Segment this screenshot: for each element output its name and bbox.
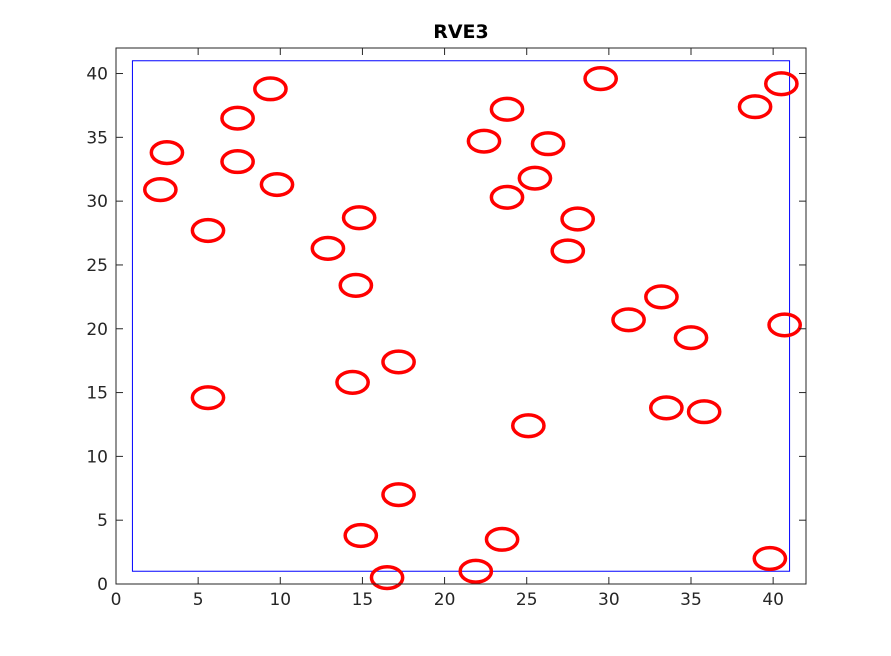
inclusion-marker xyxy=(149,140,185,166)
inclusion-marker xyxy=(220,148,255,175)
inclusion-marker xyxy=(341,205,377,231)
y-tick-label: 35 xyxy=(86,128,108,148)
inclusion-marker xyxy=(644,284,679,310)
inclusion-marker xyxy=(381,482,416,508)
inclusion-marker xyxy=(484,526,520,552)
inclusion-marker xyxy=(737,94,773,120)
y-tick-label: 5 xyxy=(97,511,108,531)
inclusion-marker xyxy=(550,238,586,264)
inclusion-marker xyxy=(190,217,226,244)
inclusion-marker xyxy=(343,522,379,549)
x-tick-label: 20 xyxy=(434,590,456,610)
x-tick-label: 25 xyxy=(516,590,538,610)
y-tick-label: 10 xyxy=(86,447,108,467)
inclusion-marker xyxy=(259,171,295,198)
x-tick-label: 5 xyxy=(193,590,204,610)
inclusion-marker xyxy=(310,235,346,261)
inclusion-marker xyxy=(752,545,788,572)
inclusion-marker xyxy=(560,206,596,232)
y-tick-label: 25 xyxy=(86,256,108,276)
inclusion-marker xyxy=(458,558,494,584)
x-tick-label: 40 xyxy=(762,590,784,610)
inclusion-marker xyxy=(767,312,803,338)
x-tick-label: 15 xyxy=(352,590,374,610)
plot-area xyxy=(116,48,806,584)
axes-ticks-layer: 0 5 10 15 20 25 30 35 40 0 5 10 15 20 25 30 35 40 xyxy=(86,48,806,610)
y-tick-label: 20 xyxy=(86,320,108,340)
inclusion-marker xyxy=(686,399,722,425)
inclusion-marker xyxy=(611,307,646,333)
inclusion-marker xyxy=(381,349,416,375)
y-tick-label: 30 xyxy=(86,192,108,212)
inclusion-marks-layer xyxy=(143,66,803,591)
inclusion-marker xyxy=(517,165,553,191)
axes-frame xyxy=(115,47,807,585)
inclusion-marker xyxy=(583,66,619,92)
inclusion-marker xyxy=(673,325,709,351)
chart-title: RVE3 xyxy=(433,21,489,43)
inclusion-marker xyxy=(338,272,374,298)
x-tick-label: 0 xyxy=(111,590,122,610)
inclusion-marker xyxy=(190,385,226,411)
inclusion-marker xyxy=(466,128,502,154)
inclusion-marker xyxy=(511,413,546,439)
x-tick-label: 10 xyxy=(269,590,291,610)
inclusion-marker xyxy=(253,76,288,102)
inclusion-marker xyxy=(649,395,684,421)
x-tick-label: 35 xyxy=(680,590,702,610)
y-tick-label: 15 xyxy=(86,384,108,404)
x-tick-label: 30 xyxy=(598,590,620,610)
inclusion-marker xyxy=(489,184,525,210)
inclusion-marker xyxy=(143,177,178,203)
inclusion-marker xyxy=(489,96,525,122)
y-tick-label: 0 xyxy=(97,575,108,595)
y-tick-label: 40 xyxy=(86,65,108,85)
inclusion-marker xyxy=(220,105,255,131)
inclusion-marker xyxy=(335,369,370,395)
inclusion-marker xyxy=(530,131,566,157)
inclusion-marker xyxy=(764,71,799,97)
inclusion-marker xyxy=(369,565,405,591)
